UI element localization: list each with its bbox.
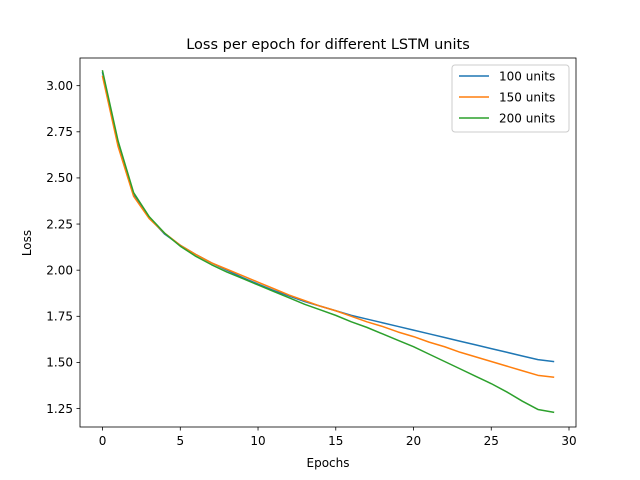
plot-area-frame	[79, 57, 577, 428]
series-line-2	[101, 70, 555, 414]
x-tick-label: 20	[406, 434, 421, 448]
x-tick-label: 25	[484, 434, 499, 448]
y-tick-label: 3.00	[46, 79, 73, 93]
x-tick-label: 5	[176, 434, 184, 448]
x-axis-ticks: 0 5 10 15 20 25 30	[99, 427, 577, 448]
x-tick-label: 10	[250, 434, 265, 448]
legend-label-0: 100 units	[499, 69, 555, 83]
y-tick-label: 2.00	[46, 263, 73, 277]
y-axis-ticks: 1.25 1.50 1.75 2.00 2.25 2.50 2.75 3.00	[46, 79, 80, 416]
y-tick-label: 1.25	[46, 402, 73, 416]
legend-label-1: 150 units	[499, 90, 555, 104]
y-tick-label: 1.75	[46, 310, 73, 324]
x-tick-label: 30	[561, 434, 576, 448]
y-tick-label: 2.75	[46, 125, 73, 139]
series-lines	[101, 70, 555, 414]
legend-box	[451, 64, 570, 133]
x-axis-label: Epochs	[307, 456, 350, 470]
legend: 100 units 150 units 200 units	[451, 64, 570, 133]
legend-label-2: 200 units	[499, 111, 555, 125]
x-tick-label: 15	[328, 434, 343, 448]
y-tick-label: 2.50	[46, 171, 73, 185]
legend-items: 100 units 150 units 200 units	[459, 69, 555, 125]
x-tick-label: 0	[99, 434, 107, 448]
y-tick-label: 2.25	[46, 217, 73, 231]
y-axis-label: Loss	[20, 230, 34, 256]
y-tick-label: 1.50	[46, 356, 73, 370]
chart-title: Loss per epoch for different LSTM units	[186, 37, 470, 53]
